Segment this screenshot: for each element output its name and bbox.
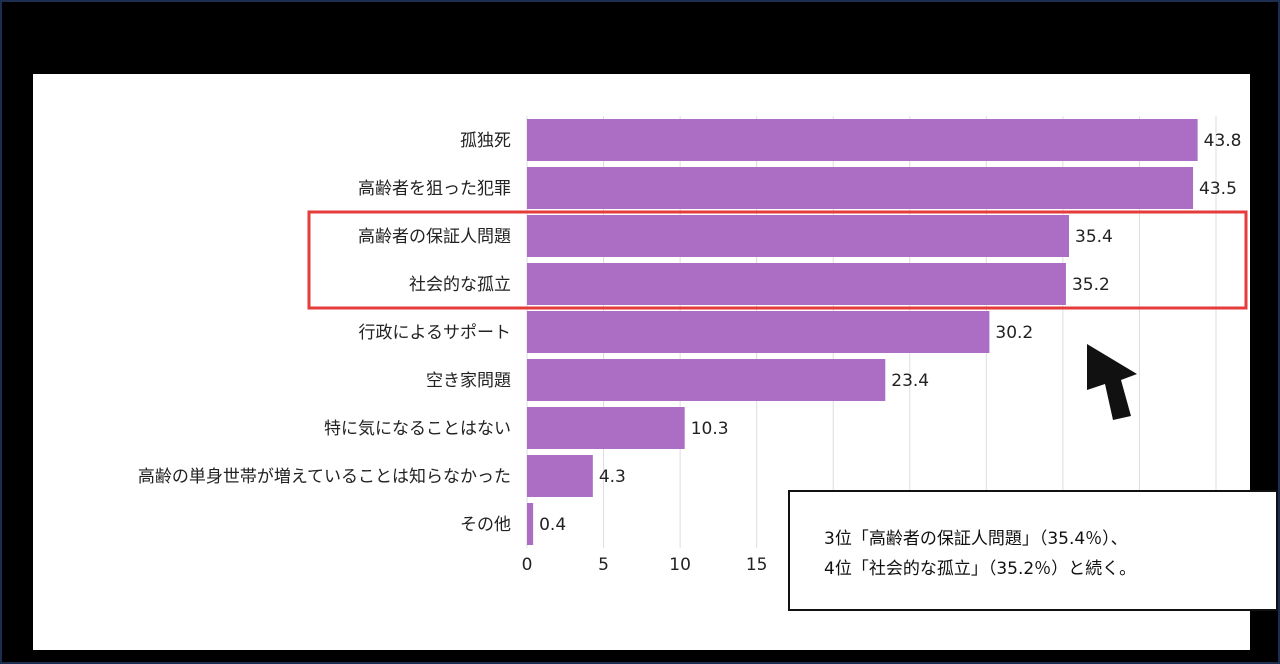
value-label: 43.5 — [1199, 179, 1237, 199]
category-label: その他 — [460, 515, 511, 535]
bar-chart: 孤独死高齢者を狙った犯罪高齢者の保証人問題社会的な孤立行政によるサポート空き家問… — [138, 116, 1248, 603]
bar — [527, 455, 593, 497]
annotation-callout: 3位「高齢者の保証人問題」（35.4％）、 4位「社会的な孤立」（35.2％）と… — [788, 490, 1278, 611]
category-label: 特に気になることはない — [324, 419, 511, 439]
x-tick-label: 5 — [598, 555, 609, 575]
category-labels: 孤独死高齢者を狙った犯罪高齢者の保証人問題社会的な孤立行政によるサポート空き家問… — [138, 131, 511, 535]
annotation-line-2: 4位「社会的な孤立」（35.2％）と続く。 — [824, 559, 1137, 579]
bar — [527, 311, 990, 353]
x-tick-label: 0 — [522, 555, 533, 575]
bar — [527, 359, 886, 401]
bar — [527, 503, 534, 545]
category-label: 高齢の単身世帯が増えていることは知らなかった — [138, 467, 511, 487]
bar — [527, 167, 1194, 209]
category-label: 空き家問題 — [426, 371, 511, 391]
value-label: 4.3 — [599, 467, 626, 487]
category-label: 高齢者の保証人問題 — [358, 227, 511, 247]
value-label: 30.2 — [995, 323, 1033, 343]
bars — [527, 119, 1198, 545]
category-label: 孤独死 — [460, 131, 511, 151]
value-label: 23.4 — [891, 371, 929, 391]
category-label: 高齢者を狙った犯罪 — [358, 179, 511, 199]
bar — [527, 119, 1198, 161]
chart-panel: 孤独死高齢者を狙った犯罪 高齢者の保証人問題社会的な孤立行政によるサポート空き家問… — [33, 74, 1278, 650]
value-label: 35.2 — [1072, 275, 1110, 295]
value-labels: 43.8 43.5 35.4 35.2 30.2 23.4 10.3 4.3 0.4 — [539, 131, 1241, 535]
bar — [527, 407, 685, 449]
highlight-box — [307, 210, 1248, 310]
x-tick-label: 15 — [746, 555, 768, 575]
category-label: 行政によるサポート — [359, 323, 512, 343]
value-label: 43.8 — [1204, 131, 1242, 151]
callout-arrow — [1087, 344, 1137, 420]
category-label: 社会的な孤立 — [409, 275, 511, 295]
bar — [527, 263, 1066, 305]
bar — [527, 215, 1070, 257]
value-label: 0.4 — [539, 515, 566, 535]
value-label: 35.4 — [1075, 227, 1113, 247]
annotation-line-1: 3位「高齢者の保証人問題」（35.4％）、 — [824, 529, 1128, 549]
value-label: 10.3 — [691, 419, 729, 439]
x-tick-label: 10 — [669, 555, 691, 575]
